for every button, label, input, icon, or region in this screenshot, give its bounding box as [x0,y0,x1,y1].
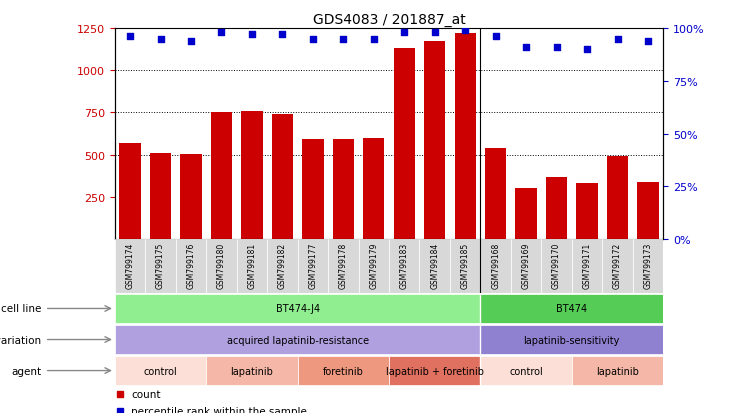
Text: agent: agent [12,366,41,376]
Bar [302,140,324,240]
Text: GSM799177: GSM799177 [308,242,317,289]
FancyBboxPatch shape [511,240,542,293]
Point [520,45,532,51]
FancyBboxPatch shape [572,356,663,385]
FancyBboxPatch shape [328,240,359,293]
FancyBboxPatch shape [480,356,572,385]
Text: BT474: BT474 [556,304,588,314]
Bar [242,112,262,240]
Text: GSM799185: GSM799185 [461,242,470,288]
Bar [150,154,171,240]
Text: GSM799175: GSM799175 [156,242,165,289]
Title: GDS4083 / 201887_at: GDS4083 / 201887_at [313,12,465,26]
FancyBboxPatch shape [480,294,663,323]
FancyBboxPatch shape [298,356,389,385]
Point [368,36,379,43]
Text: GSM799173: GSM799173 [643,242,653,289]
Bar [363,138,385,240]
FancyBboxPatch shape [176,240,206,293]
Text: lapatinib: lapatinib [596,366,639,376]
FancyBboxPatch shape [450,240,480,293]
Text: GSM799182: GSM799182 [278,242,287,288]
Text: BT474-J4: BT474-J4 [276,304,319,314]
Text: GSM799184: GSM799184 [431,242,439,288]
Point [246,32,258,38]
FancyBboxPatch shape [115,294,480,323]
Text: percentile rank within the sample: percentile rank within the sample [131,406,308,413]
FancyBboxPatch shape [419,240,450,293]
Point [185,38,197,45]
FancyBboxPatch shape [572,240,602,293]
FancyBboxPatch shape [206,240,236,293]
Text: GSM799171: GSM799171 [582,242,591,288]
FancyBboxPatch shape [359,240,389,293]
FancyBboxPatch shape [115,325,480,354]
Text: GSM799179: GSM799179 [369,242,379,289]
Text: cell line: cell line [1,304,41,314]
FancyBboxPatch shape [298,240,328,293]
Text: control: control [144,366,177,376]
Text: lapatinib + foretinib: lapatinib + foretinib [386,366,484,376]
FancyBboxPatch shape [145,240,176,293]
Text: foretinib: foretinib [323,366,364,376]
Bar [210,113,232,240]
Bar [637,182,659,240]
FancyBboxPatch shape [115,240,145,293]
Text: genotype/variation: genotype/variation [0,335,41,345]
Text: GSM799183: GSM799183 [399,242,409,288]
Bar [485,149,506,240]
FancyBboxPatch shape [480,325,663,354]
FancyBboxPatch shape [268,240,298,293]
Text: GSM799172: GSM799172 [613,242,622,288]
Text: GSM799174: GSM799174 [125,242,135,289]
Point [337,36,349,43]
Bar [607,157,628,240]
Bar [272,115,293,240]
Point [581,47,593,53]
FancyBboxPatch shape [389,240,419,293]
Point [155,36,167,43]
Point [216,30,227,36]
Point [611,36,623,43]
Bar [424,43,445,240]
FancyBboxPatch shape [389,356,480,385]
Point [490,34,502,40]
Bar [333,140,354,240]
Bar [393,49,415,240]
Text: GSM799169: GSM799169 [522,242,531,289]
Point [399,30,411,36]
FancyBboxPatch shape [206,356,298,385]
Text: GSM799176: GSM799176 [187,242,196,289]
Point [307,36,319,43]
Bar [180,154,202,240]
Point [429,30,441,36]
Text: lapatinib: lapatinib [230,366,273,376]
Text: count: count [131,389,161,399]
FancyBboxPatch shape [633,240,663,293]
Point [642,38,654,45]
Bar [546,177,568,240]
FancyBboxPatch shape [542,240,572,293]
Text: GSM799178: GSM799178 [339,242,348,288]
Bar [454,34,476,240]
Bar [119,143,141,240]
Bar [576,184,598,240]
Text: GSM799168: GSM799168 [491,242,500,288]
Text: GSM799170: GSM799170 [552,242,561,289]
Text: GSM799181: GSM799181 [247,242,256,288]
FancyBboxPatch shape [236,240,268,293]
Text: lapatinib-sensitivity: lapatinib-sensitivity [524,335,620,345]
FancyBboxPatch shape [602,240,633,293]
Text: control: control [509,366,543,376]
Text: acquired lapatinib-resistance: acquired lapatinib-resistance [227,335,369,345]
Point [276,32,288,38]
Point [551,45,562,51]
Bar [516,188,536,240]
FancyBboxPatch shape [115,356,206,385]
FancyBboxPatch shape [480,240,511,293]
Text: GSM799180: GSM799180 [217,242,226,288]
Point [459,28,471,34]
Point [124,34,136,40]
